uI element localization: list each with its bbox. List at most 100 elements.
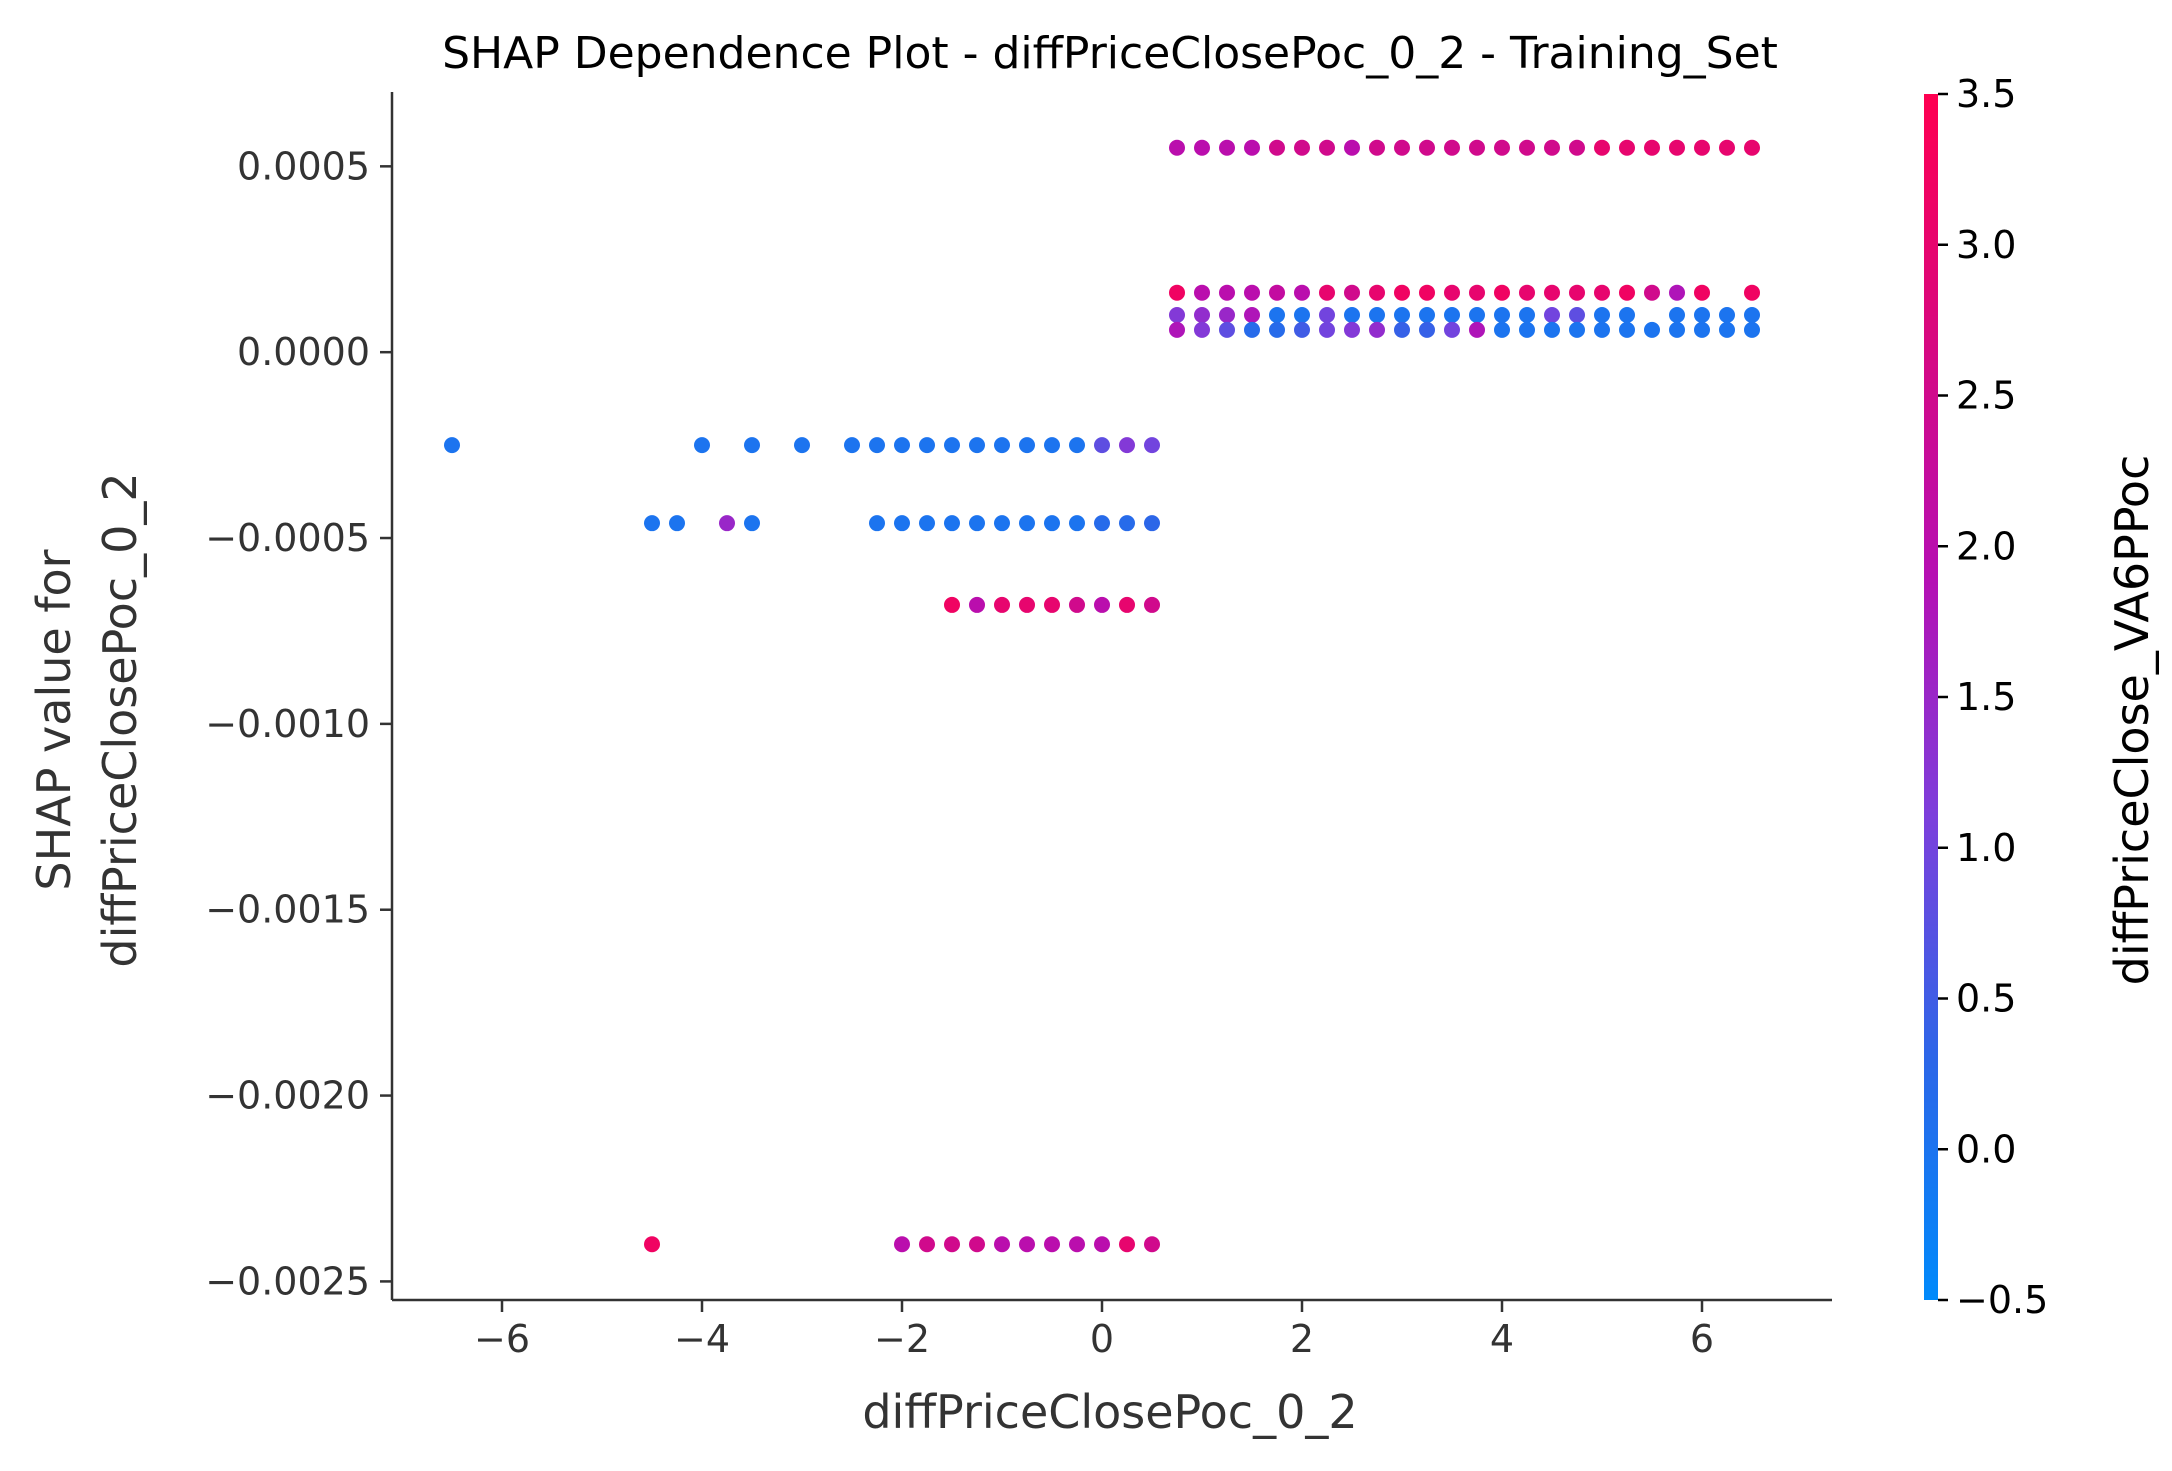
- scatter-point: [1694, 139, 1710, 156]
- y-axis-label-line-1: SHAP value for: [27, 549, 81, 890]
- scatter-point: [1169, 321, 1185, 338]
- scatter-point: [1719, 307, 1735, 324]
- scatter-point: [1619, 139, 1635, 156]
- scatter-point: [1194, 139, 1210, 156]
- scatter-point: [1219, 307, 1235, 324]
- scatter-point: [1369, 321, 1385, 338]
- scatter-point: [1244, 284, 1260, 301]
- scatter-point: [1069, 1236, 1085, 1253]
- scatter-point: [1394, 307, 1410, 324]
- y-tick-label: −0.0010: [205, 702, 370, 746]
- scatter-point: [1094, 515, 1110, 532]
- y-axis-label-line-2: diffPriceClosePoc_0_2: [93, 472, 147, 967]
- scatter-point: [1244, 307, 1260, 324]
- scatter-point: [1669, 307, 1685, 324]
- scatter-point: [894, 1236, 910, 1253]
- scatter-point: [894, 437, 910, 454]
- scatter-point: [1444, 139, 1460, 156]
- scatter-point: [1394, 284, 1410, 301]
- scatter-point: [1544, 139, 1560, 156]
- scatter-point: [1694, 321, 1710, 338]
- scatter-point: [1144, 596, 1160, 613]
- scatter-point: [1294, 284, 1310, 301]
- scatter-point: [1169, 284, 1185, 301]
- scatter-point: [1719, 321, 1735, 338]
- scatter-point: [1569, 139, 1585, 156]
- scatter-point: [1494, 307, 1510, 324]
- scatter-point: [919, 437, 935, 454]
- y-tick-label: −0.0020: [205, 1074, 370, 1118]
- scatter-point: [1469, 307, 1485, 324]
- scatter-point: [1619, 321, 1635, 338]
- scatter-point: [1594, 139, 1610, 156]
- scatter-point: [1444, 321, 1460, 338]
- scatter-point: [1344, 321, 1360, 338]
- scatter-point: [1669, 284, 1685, 301]
- scatter-point: [1069, 515, 1085, 532]
- scatter-point: [1019, 515, 1035, 532]
- colorbar-tick-label: 3.0: [1956, 223, 2016, 267]
- x-axis-label: diffPriceClosePoc_0_2: [862, 1385, 1357, 1439]
- scatter-points: [444, 139, 1760, 1253]
- colorbar-tick-label: 3.5: [1956, 72, 2016, 116]
- scatter-point: [1544, 321, 1560, 338]
- scatter-point: [1494, 321, 1510, 338]
- scatter-point: [969, 596, 985, 613]
- scatter-point: [1419, 139, 1435, 156]
- scatter-point: [1319, 307, 1335, 324]
- scatter-point: [1519, 284, 1535, 301]
- scatter-point: [944, 1236, 960, 1253]
- scatter-point: [1644, 284, 1660, 301]
- scatter-point: [1269, 307, 1285, 324]
- y-axis-label: SHAP value for diffPriceClosePoc_0_2: [27, 472, 147, 967]
- scatter-point: [1344, 139, 1360, 156]
- scatter-point: [1519, 307, 1535, 324]
- scatter-point: [1744, 307, 1760, 324]
- scatter-point: [1269, 284, 1285, 301]
- scatter-point: [1344, 307, 1360, 324]
- scatter-point: [919, 515, 935, 532]
- scatter-point: [1644, 321, 1660, 338]
- scatter-point: [1619, 284, 1635, 301]
- scatter-point: [894, 515, 910, 532]
- scatter-point: [1719, 139, 1735, 156]
- scatter-point: [1369, 284, 1385, 301]
- scatter-point: [1094, 437, 1110, 454]
- scatter-point: [944, 596, 960, 613]
- scatter-point: [1419, 284, 1435, 301]
- scatter-point: [1044, 1236, 1060, 1253]
- y-tick-label: −0.0005: [205, 516, 370, 560]
- scatter-point: [1469, 321, 1485, 338]
- plot-axes: −6 −4 −2 0 2 4 6 0.0005 0.0000 −0.0005 −0.0010 −0.0…: [205, 92, 1832, 1361]
- chart-title: SHAP Dependence Plot - diffPriceClosePoc…: [442, 28, 1778, 79]
- colorbar-tick-label: 1.0: [1956, 826, 2016, 870]
- scatter-point: [1194, 321, 1210, 338]
- scatter-point: [1744, 284, 1760, 301]
- scatter-point: [1644, 139, 1660, 156]
- y-tick-label: −0.0025: [205, 1259, 370, 1303]
- scatter-point: [1094, 1236, 1110, 1253]
- scatter-point: [919, 1236, 935, 1253]
- scatter-point: [1019, 596, 1035, 613]
- scatter-point: [1069, 437, 1085, 454]
- scatter-point: [844, 437, 860, 454]
- scatter-point: [694, 437, 710, 454]
- scatter-point: [944, 515, 960, 532]
- scatter-point: [1144, 515, 1160, 532]
- scatter-point: [644, 1236, 660, 1253]
- scatter-point: [1569, 321, 1585, 338]
- scatter-point: [1744, 321, 1760, 338]
- scatter-point: [1419, 321, 1435, 338]
- scatter-point: [969, 1236, 985, 1253]
- scatter-point: [1044, 596, 1060, 613]
- scatter-point: [1669, 139, 1685, 156]
- scatter-point: [1119, 437, 1135, 454]
- scatter-point: [1269, 139, 1285, 156]
- scatter-point: [1194, 307, 1210, 324]
- scatter-point: [1444, 284, 1460, 301]
- scatter-point: [1544, 307, 1560, 324]
- y-tick-label: −0.0015: [205, 888, 370, 932]
- scatter-point: [1694, 307, 1710, 324]
- colorbar-tick-label: 0.0: [1956, 1127, 2016, 1171]
